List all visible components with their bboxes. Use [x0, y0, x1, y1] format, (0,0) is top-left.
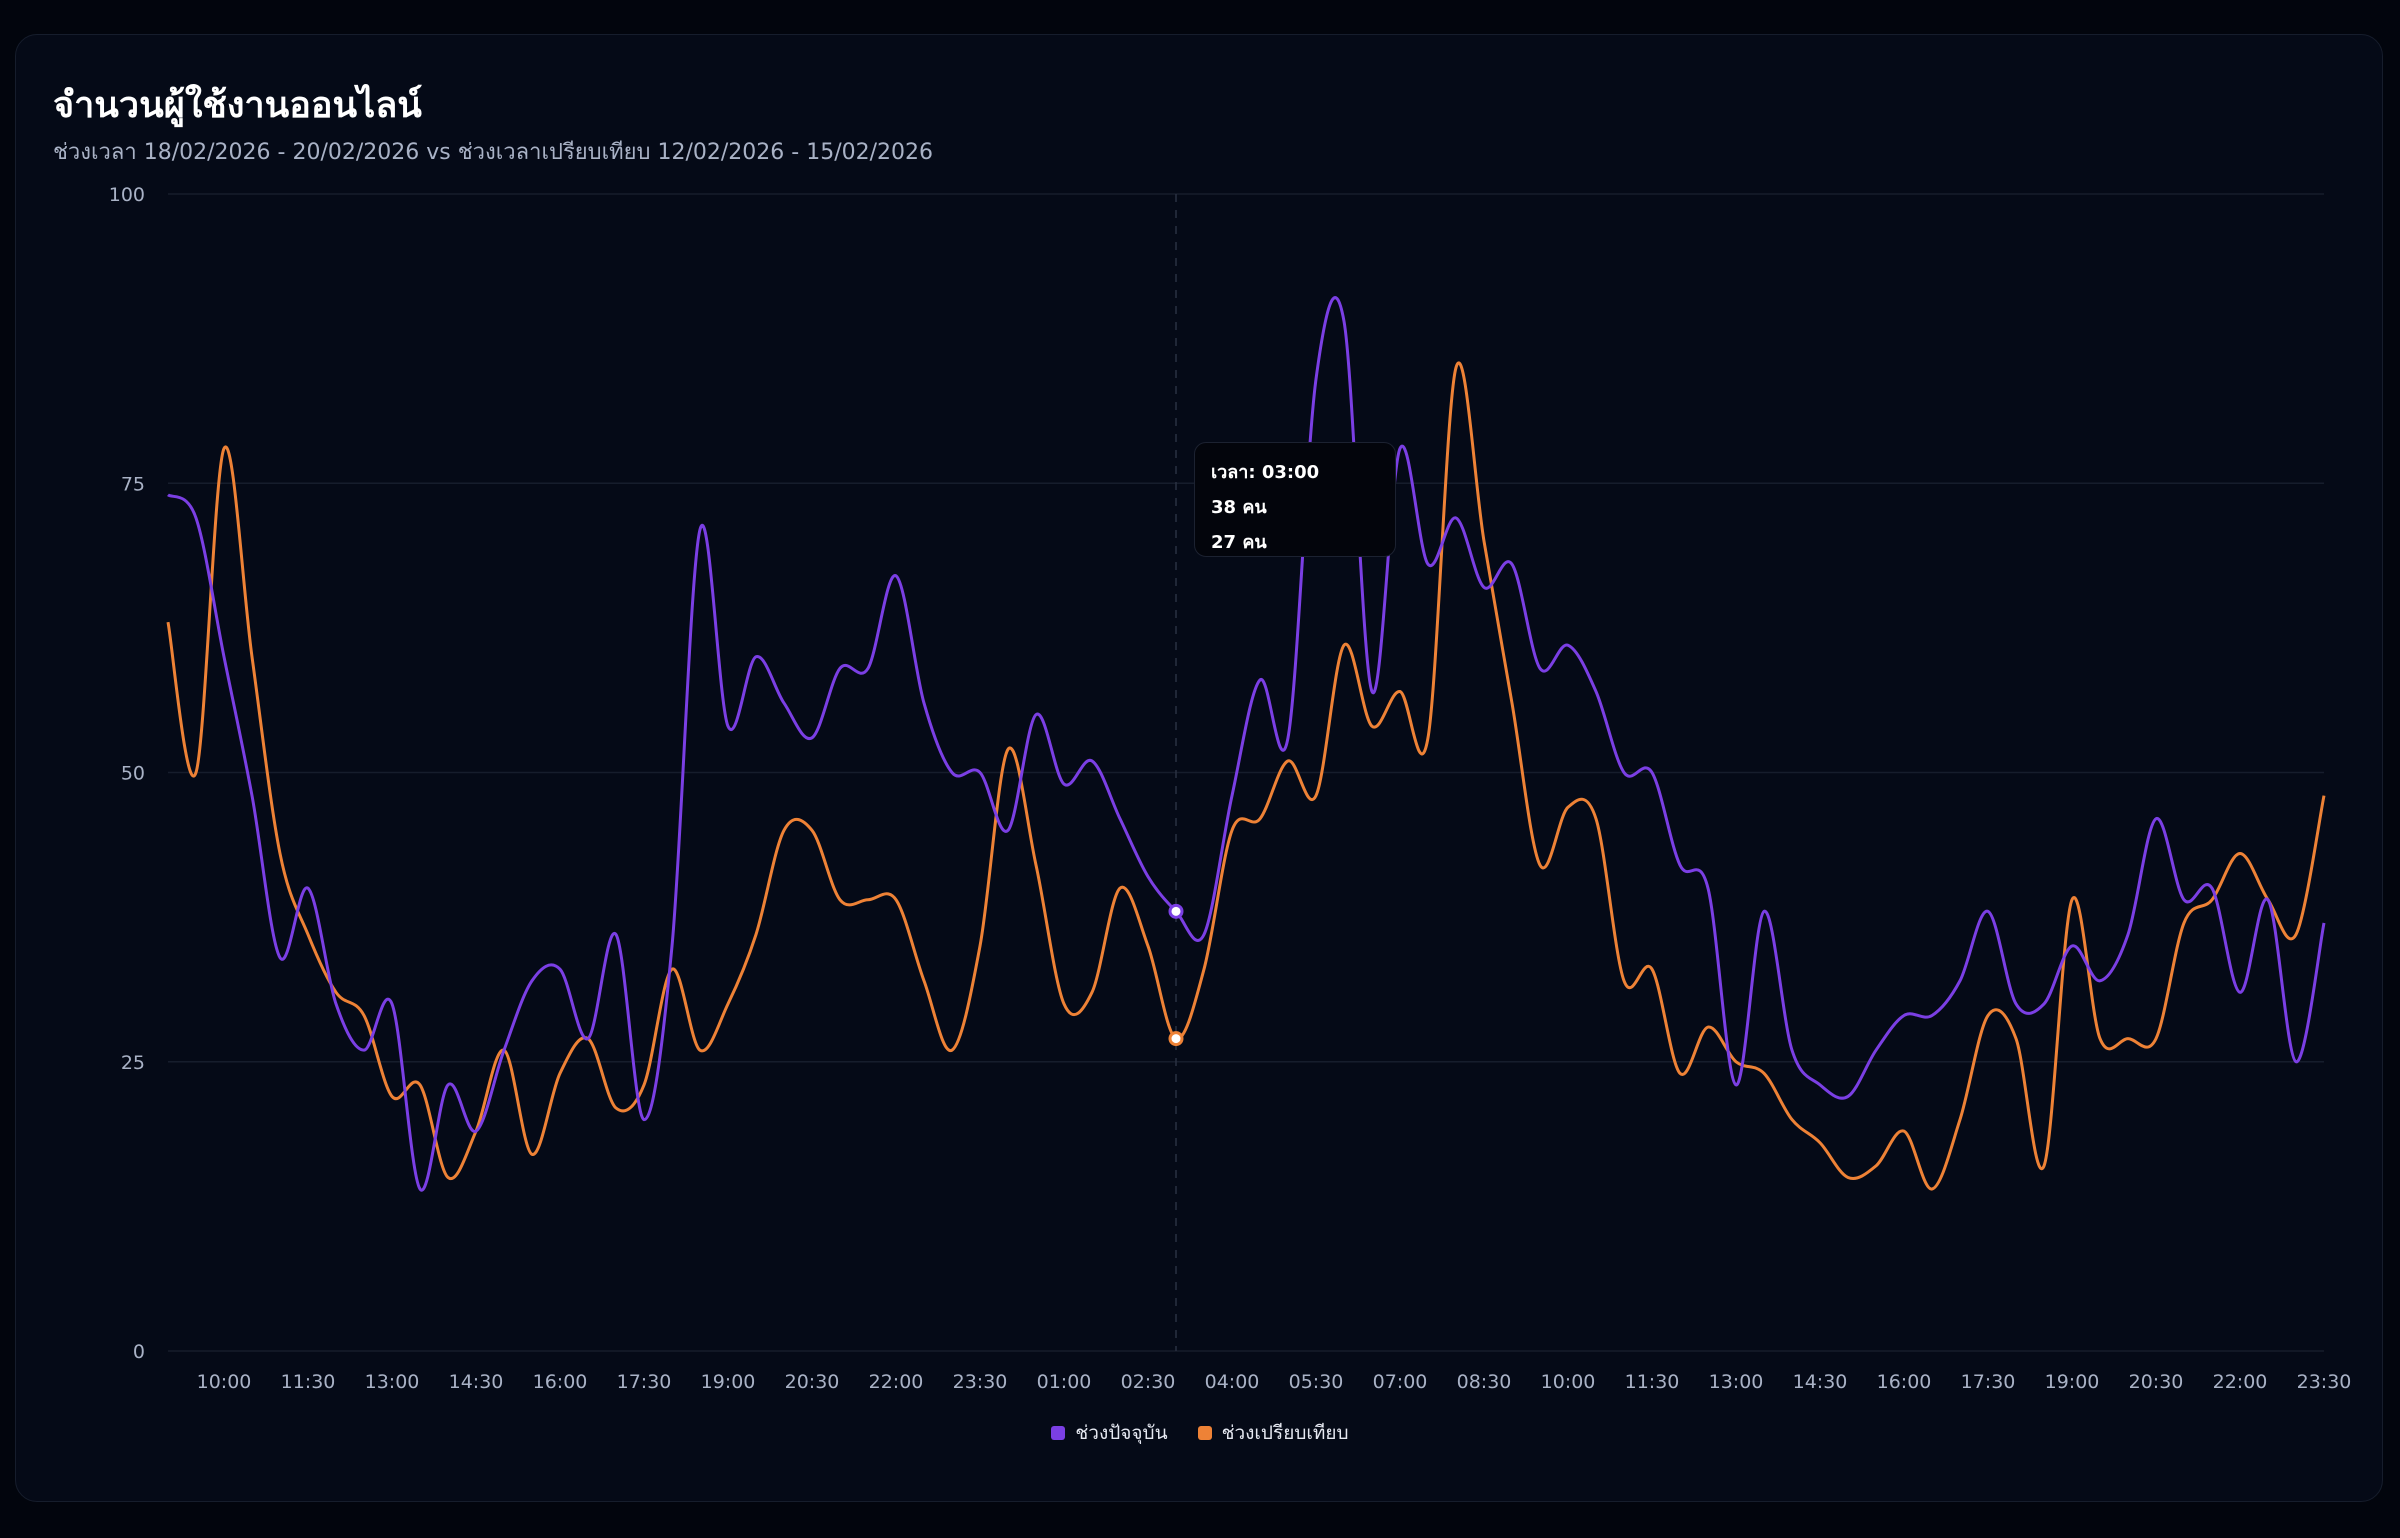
highlight-point-current [1168, 903, 1184, 919]
x-tick-label: 20:30 [2129, 1371, 2184, 1393]
y-tick-label: 75 [121, 473, 145, 495]
x-tick-label: 08:30 [1457, 1371, 1512, 1393]
y-tick-label: 25 [121, 1052, 145, 1074]
y-tick-label: 100 [109, 184, 145, 206]
x-tick-label: 20:30 [785, 1371, 840, 1393]
chart-tooltip: เวลา: 03:00 38 คน 27 คน [1194, 442, 1396, 557]
x-tick-label: 13:00 [1709, 1371, 1764, 1393]
x-tick-label: 16:00 [1877, 1371, 1932, 1393]
x-tick-label: 02:30 [1121, 1371, 1176, 1393]
legend-item-current[interactable]: ช่วงปัจจุบัน [1051, 1418, 1168, 1448]
series-line-compare [166, 361, 2326, 1191]
x-tick-label: 05:30 [1289, 1371, 1344, 1393]
chart-subtitle: ช่วงเวลา 18/02/2026 - 20/02/2026 vs ช่วง… [53, 140, 934, 165]
x-tick-label: 07:00 [1373, 1371, 1428, 1393]
y-tick-label: 0 [133, 1341, 145, 1363]
chart-title: จำนวนผู้ใช้งานออนไลน์ [53, 85, 422, 126]
x-tick-label: 01:00 [1037, 1371, 1092, 1393]
x-tick-label: 23:30 [2297, 1371, 2352, 1393]
legend-label-compare: ช่วงเปรียบเทียบ [1221, 1422, 1349, 1444]
legend-swatch-compare [1197, 1426, 1212, 1440]
x-tick-label: 19:00 [701, 1371, 756, 1393]
legend-item-compare[interactable]: ช่วงเปรียบเทียบ [1197, 1418, 1349, 1448]
x-tick-label: 10:00 [197, 1371, 252, 1393]
highlight-point-compare [1168, 1031, 1184, 1047]
x-tick-label: 23:30 [953, 1371, 1008, 1393]
chart-card [15, 34, 2383, 1502]
x-tick-label: 04:00 [1205, 1371, 1260, 1393]
x-tick-label: 17:30 [617, 1371, 672, 1393]
x-tick-label: 22:00 [2213, 1371, 2268, 1393]
tooltip-compare-value: 27 คน [1211, 532, 1267, 553]
x-tick-label: 11:30 [1625, 1371, 1680, 1393]
x-tick-label: 14:30 [1793, 1371, 1848, 1393]
series-line-current [167, 296, 2326, 1192]
x-tick-label: 19:00 [2045, 1371, 2100, 1393]
x-tick-label: 14:30 [449, 1371, 504, 1393]
x-tick-label: 11:30 [281, 1371, 336, 1393]
tooltip-time: เวลา: 03:00 [1211, 462, 1320, 483]
x-tick-label: 17:30 [1961, 1371, 2016, 1393]
legend-label-current: ช่วงปัจจุบัน [1075, 1422, 1168, 1444]
legend-swatch-current [1051, 1426, 1066, 1440]
chart-legend: ช่วงปัจจุบัน ช่วงเปรียบเทียบ [0, 1418, 2400, 1448]
x-tick-label: 13:00 [365, 1371, 420, 1393]
x-tick-label: 22:00 [869, 1371, 924, 1393]
tooltip-current-value: 38 คน [1211, 497, 1267, 518]
x-tick-label: 16:00 [533, 1371, 588, 1393]
x-tick-label: 10:00 [1541, 1371, 1596, 1393]
y-tick-label: 50 [121, 763, 145, 785]
